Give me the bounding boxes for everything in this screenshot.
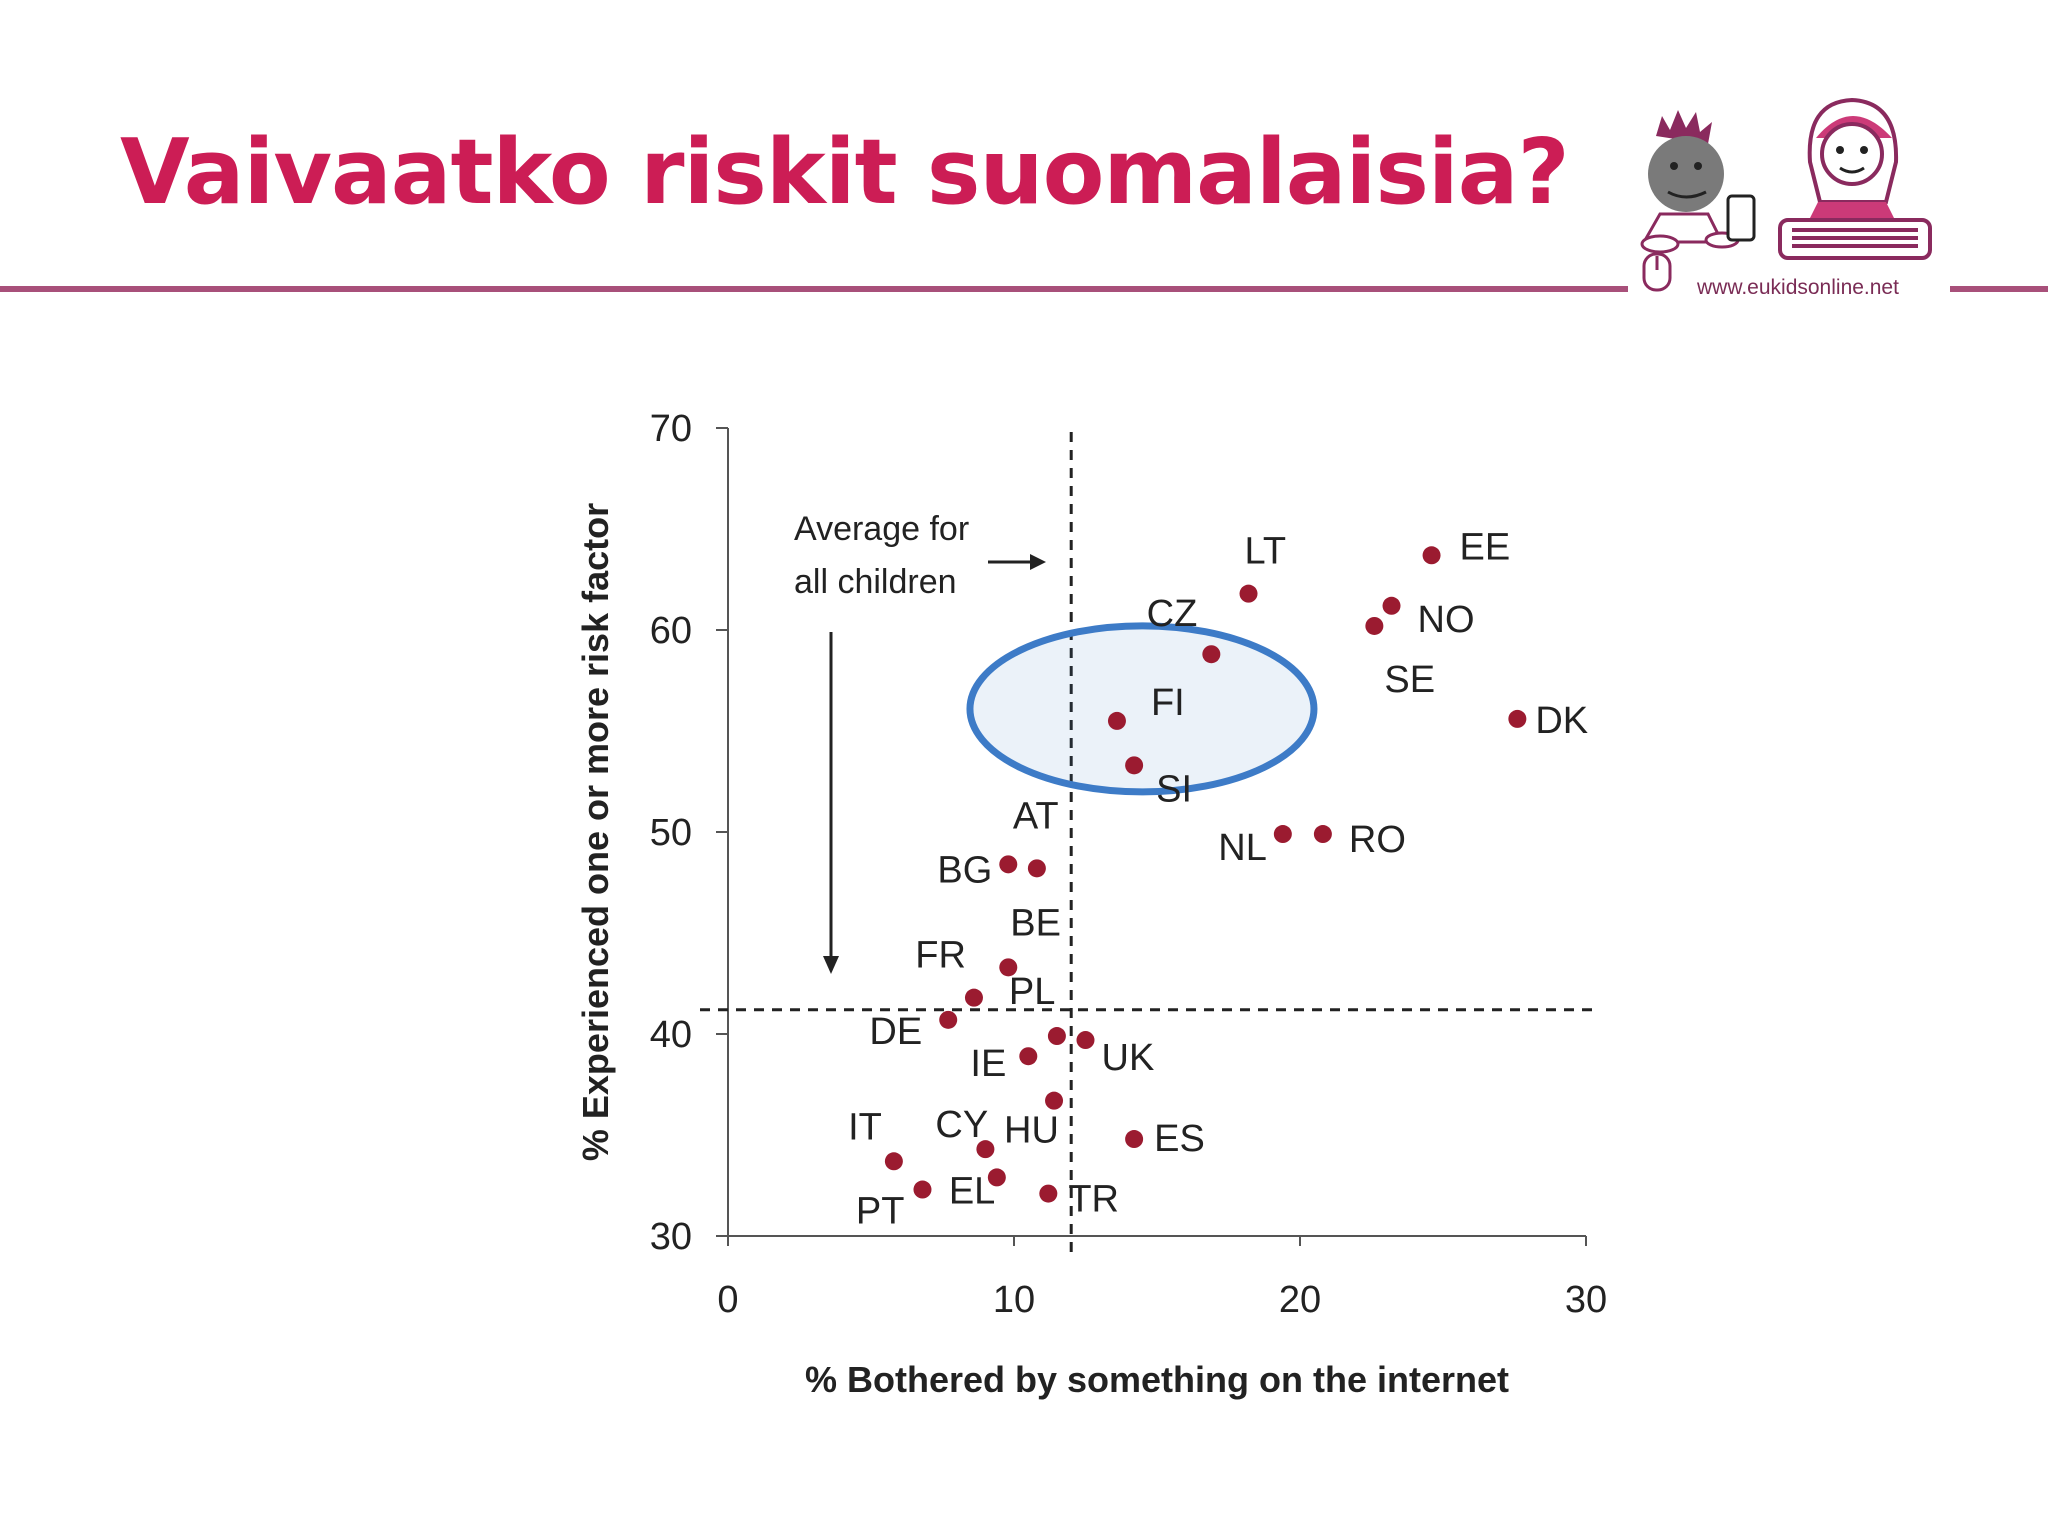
point-label-pt: PT xyxy=(856,1191,905,1233)
data-point-uk xyxy=(1076,1031,1095,1050)
annotation-arrowhead-down xyxy=(823,956,839,974)
data-point-lt xyxy=(1239,584,1258,603)
point-label-fi: FI xyxy=(1151,682,1185,724)
point-label-bg: BG xyxy=(937,849,992,891)
data-point-it xyxy=(884,1152,903,1171)
point-label-it: IT xyxy=(848,1106,882,1148)
y-tick-label: 50 xyxy=(650,812,692,854)
data-point-be xyxy=(999,958,1018,977)
average-reference-lines xyxy=(700,432,1594,1258)
point-label-hu: HU xyxy=(1004,1110,1059,1152)
point-label-ro: RO xyxy=(1349,819,1406,861)
x-tick-label: 20 xyxy=(1279,1279,1321,1321)
point-label-at: AT xyxy=(1013,795,1059,837)
point-label-tr: TR xyxy=(1068,1179,1119,1221)
data-point-de xyxy=(939,1010,958,1029)
data-point-cy xyxy=(976,1140,995,1159)
girl-figure-icon xyxy=(1778,97,1932,260)
header-divider-left xyxy=(0,286,1628,292)
point-label-si: SI xyxy=(1156,768,1192,810)
y-tick-label: 30 xyxy=(650,1216,692,1258)
data-point-pl xyxy=(1047,1027,1066,1046)
point-label-se: SE xyxy=(1384,659,1435,701)
point-label-nl: NL xyxy=(1218,827,1267,869)
data-points xyxy=(884,546,1527,1203)
highlight-layer xyxy=(966,622,1318,796)
data-point-at xyxy=(1027,859,1046,878)
highlight-ellipse xyxy=(966,622,1318,796)
y-tick-label: 40 xyxy=(650,1014,692,1056)
data-point-no xyxy=(1382,596,1401,615)
slide-title: Vaivaatko riskit suomalaisia? xyxy=(120,120,1570,225)
data-point-ee xyxy=(1422,546,1441,565)
annotation-line: Average for xyxy=(794,510,969,548)
point-label-es: ES xyxy=(1154,1118,1205,1160)
data-point-fi xyxy=(1107,711,1126,730)
point-label-ie: IE xyxy=(970,1043,1006,1085)
point-label-fr: FR xyxy=(915,935,966,977)
data-point-ie xyxy=(1019,1047,1038,1066)
boy-figure-icon xyxy=(1640,110,1756,292)
x-tick-label: 10 xyxy=(993,1279,1035,1321)
point-label-lt: LT xyxy=(1245,531,1287,573)
data-point-nl xyxy=(1273,825,1292,844)
x-axis-title: % Bothered by something on the internet xyxy=(805,1359,1509,1400)
point-label-pl: PL xyxy=(1009,971,1055,1013)
data-point-hu xyxy=(1045,1091,1064,1110)
x-tick-label: 0 xyxy=(717,1279,738,1321)
point-label-ee: EE xyxy=(1460,526,1511,568)
data-point-fr xyxy=(964,988,983,1007)
point-label-el: EL xyxy=(949,1170,995,1212)
data-point-se xyxy=(1365,616,1384,635)
data-point-el xyxy=(987,1168,1006,1187)
logo-url: www.eukidsonline.net xyxy=(1697,276,1899,299)
eukidsonline-logo xyxy=(1640,97,1932,292)
point-label-cy: CY xyxy=(935,1104,988,1146)
y-axis-title: % Experienced one or more risk factor xyxy=(575,503,616,1161)
annotation-arrowhead-right xyxy=(1030,554,1046,570)
data-point-dk xyxy=(1508,709,1527,728)
point-label-cz: CZ xyxy=(1147,593,1198,635)
data-point-tr xyxy=(1039,1184,1058,1203)
data-point-si xyxy=(1125,756,1144,775)
point-label-dk: DK xyxy=(1535,700,1588,742)
y-tick-label: 60 xyxy=(650,610,692,652)
header-divider-right xyxy=(1950,286,2048,292)
data-point-pt xyxy=(913,1180,932,1199)
chart-axes: 0 10 20 30 30 40 50 60 70 % Bothered by something… xyxy=(575,408,1607,1400)
data-point-ro xyxy=(1313,825,1332,844)
point-label-be: BE xyxy=(1010,902,1061,944)
y-tick-label: 70 xyxy=(650,408,692,450)
x-tick-label: 30 xyxy=(1565,1279,1607,1321)
point-labels: LT EE NO SE CZ DK FI SI NL RO AT BG BE FR DE PL UK IE HU ES… xyxy=(848,526,1588,1232)
data-point-cz xyxy=(1202,645,1221,664)
point-label-de: DE xyxy=(869,1011,922,1053)
point-label-no: NO xyxy=(1418,599,1475,641)
average-annotation: Average for all children xyxy=(794,510,1046,974)
data-point-es xyxy=(1125,1130,1144,1149)
annotation-line: all children xyxy=(794,563,957,601)
point-label-uk: UK xyxy=(1102,1037,1155,1079)
data-point-bg xyxy=(999,855,1018,874)
